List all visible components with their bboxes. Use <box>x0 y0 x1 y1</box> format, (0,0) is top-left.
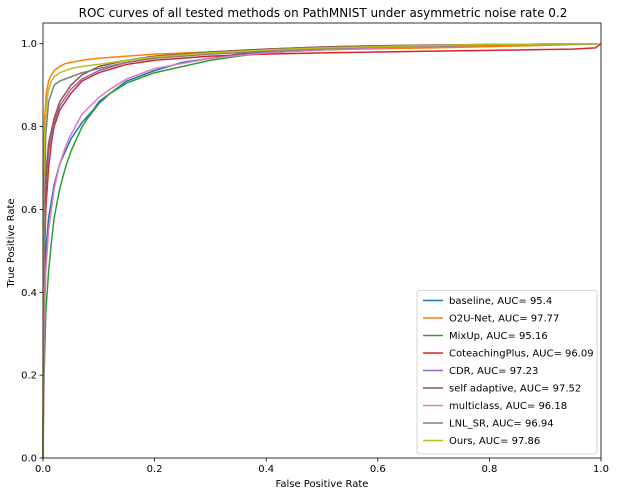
legend-label: multiclass, AUC= 96.18 <box>449 401 567 412</box>
x-tick-label: 0.8 <box>481 464 497 475</box>
series-layer <box>42 42 602 459</box>
x-axis-label: False Positive Rate <box>276 479 369 490</box>
chart-title: ROC curves of all tested methods on Path… <box>79 6 568 20</box>
axes-frame <box>42 22 602 459</box>
legend-box <box>416 290 598 455</box>
series-line-8 <box>42 42 602 459</box>
y-tick-label: 1.0 <box>21 39 37 50</box>
legend-label: Ours, AUC= 97.86 <box>449 436 540 447</box>
y-tick-label: 0.2 <box>21 371 37 382</box>
y-axis-label: True Positive Rate <box>6 198 17 288</box>
axes-layer: 0.0 0.2 0.4 0.6 0.8 1.0 0.0 0.2 0.4 0.6 0.8 1.0 <box>21 22 609 475</box>
legend-label: CDR, AUC= 97.23 <box>449 366 538 377</box>
legend: baseline, AUC= 95.4 O2U-Net, AUC= 97.77 Mi… <box>416 290 598 455</box>
legend-label: baseline, AUC= 95.4 <box>449 296 552 307</box>
legend-label: self adaptive, AUC= 97.52 <box>449 384 581 395</box>
y-tick-label: 0.4 <box>21 288 37 299</box>
legend-label: LNL_SR, AUC= 96.94 <box>449 419 554 430</box>
series-line-3 <box>42 43 602 459</box>
series-line-1 <box>42 42 602 459</box>
y-tick-label: 0.0 <box>21 454 37 465</box>
legend-label: O2U-Net, AUC= 97.77 <box>449 314 559 325</box>
x-tick-label: 0.2 <box>147 464 163 475</box>
legend-label: MixUp, AUC= 95.16 <box>449 331 548 342</box>
x-tick-label: 0.6 <box>370 464 386 475</box>
x-tick-label: 0.4 <box>258 464 274 475</box>
y-tick-label: 0.6 <box>21 205 37 216</box>
x-tick-label: 1.0 <box>593 464 609 475</box>
x-tick-label: 0.0 <box>35 464 51 475</box>
legend-label: CoteachingPlus, AUC= 96.09 <box>449 349 594 360</box>
y-tick-label: 0.8 <box>21 122 37 133</box>
